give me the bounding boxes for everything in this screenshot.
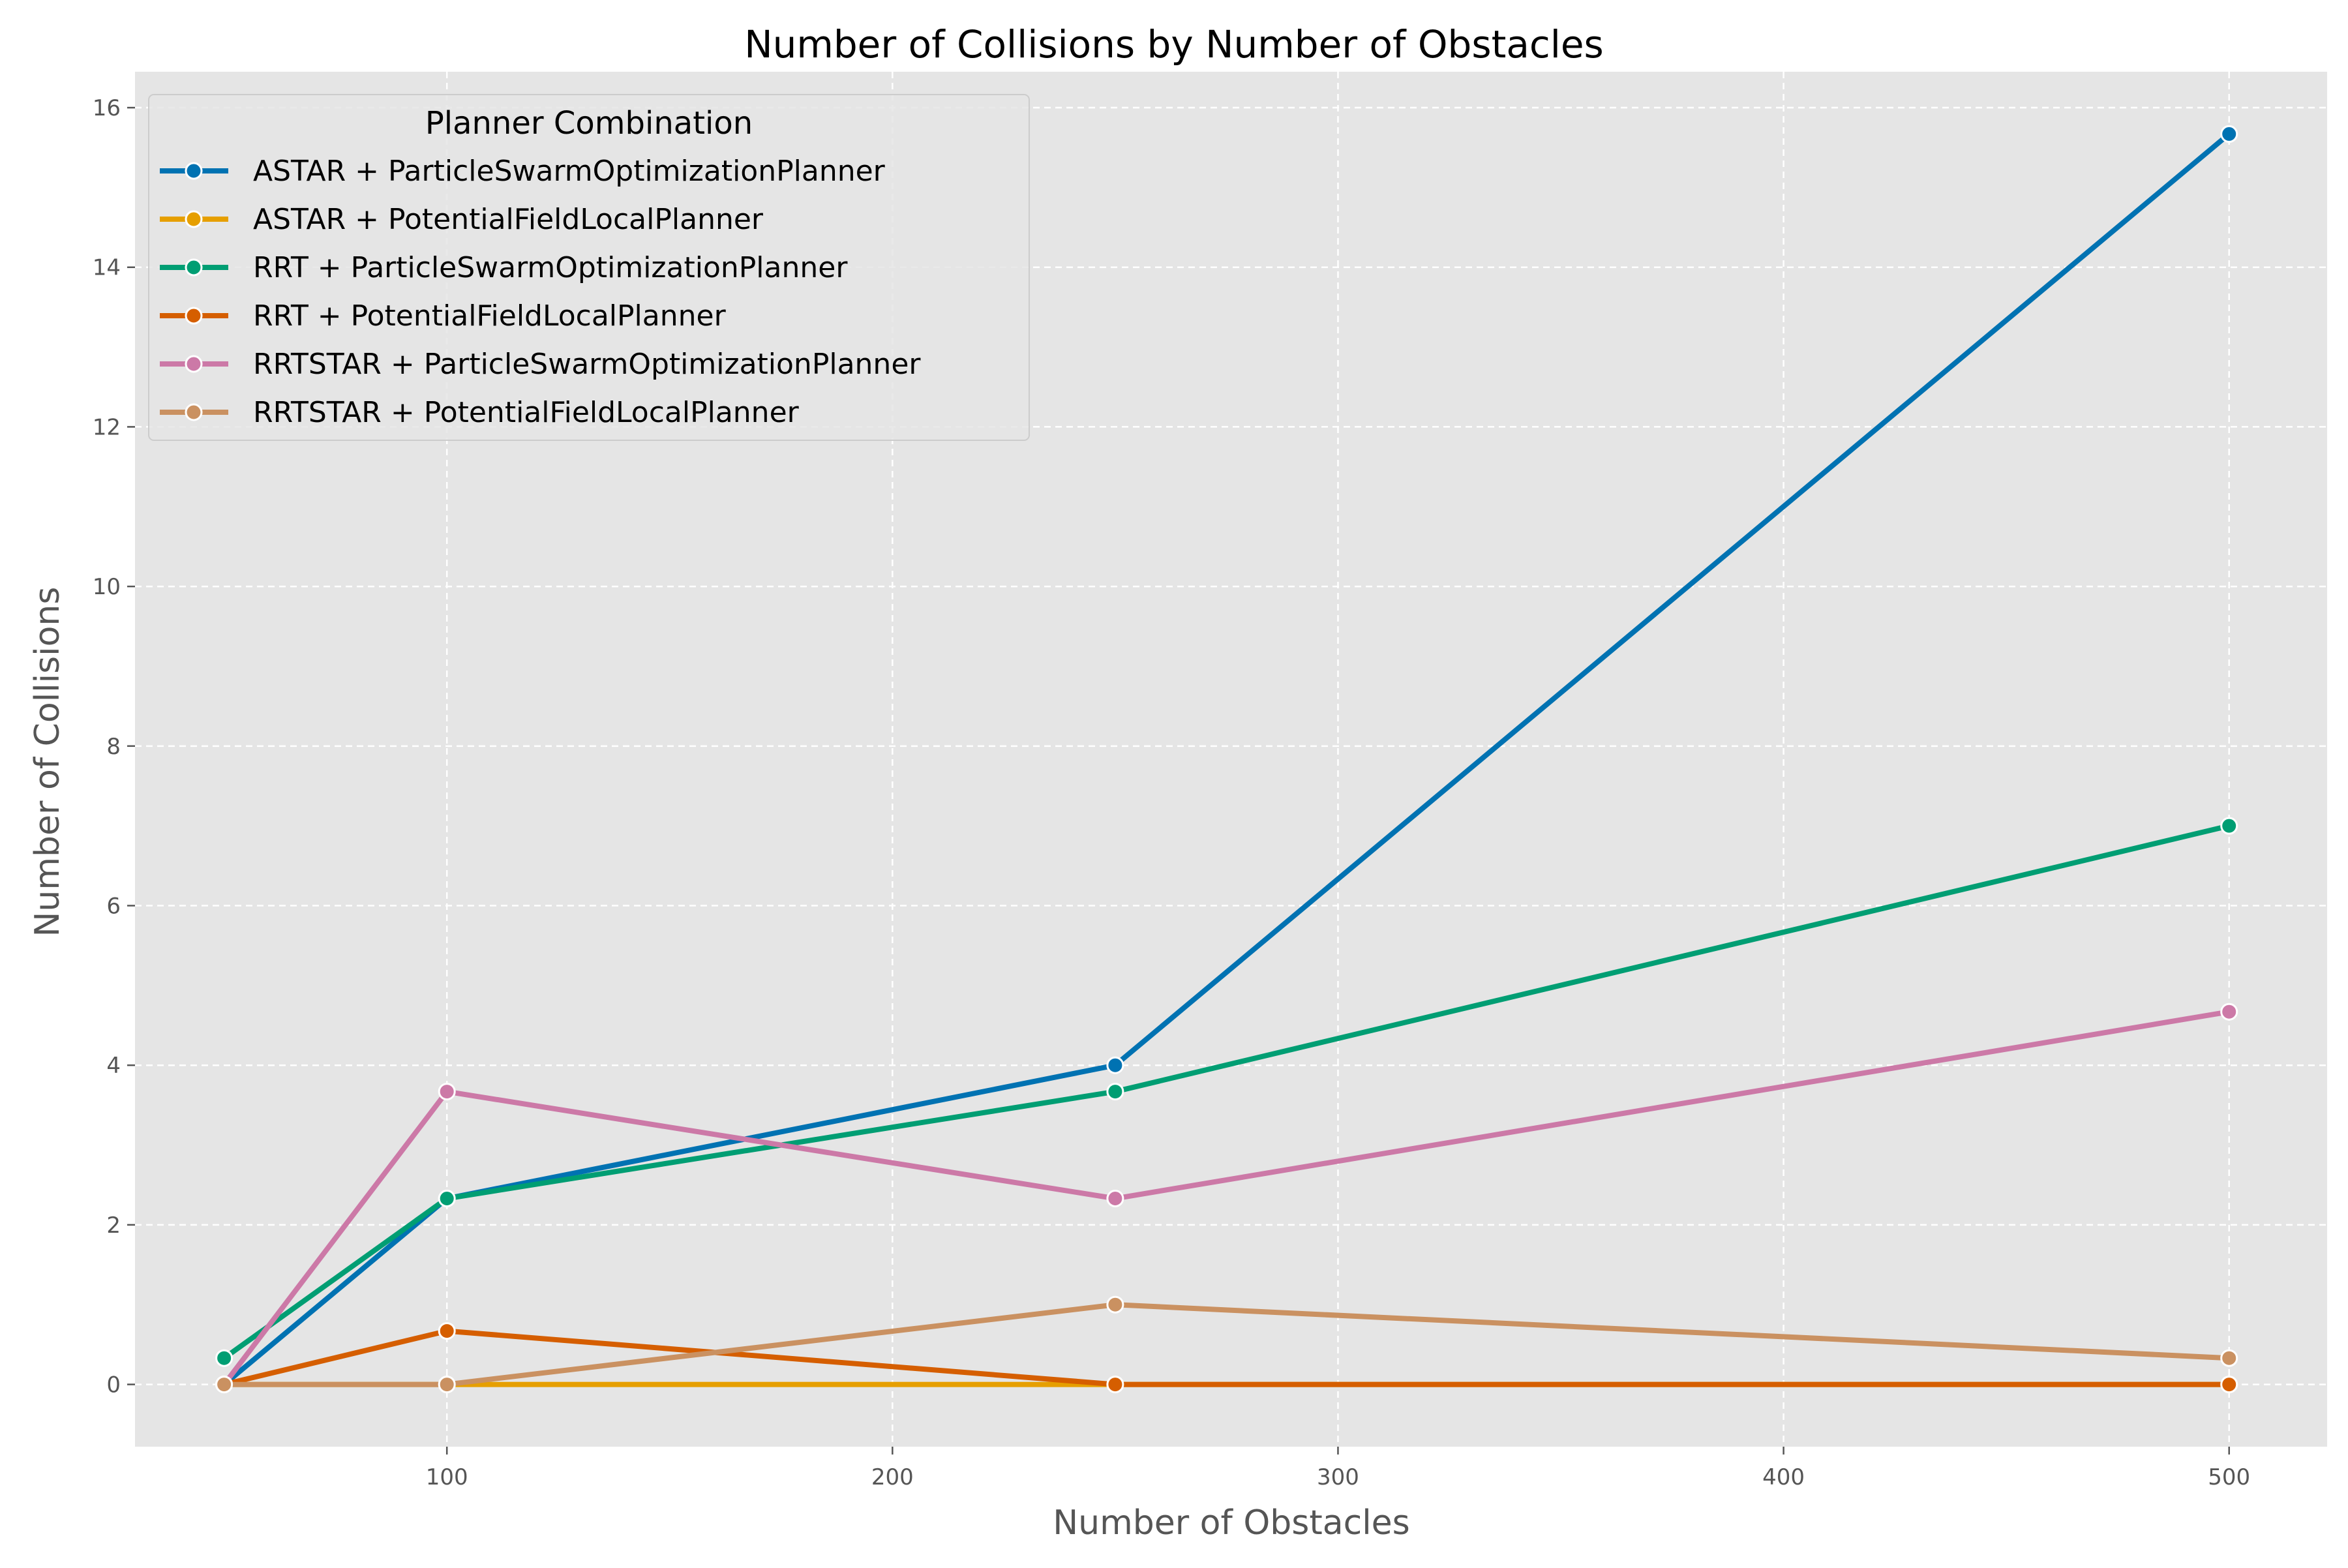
y-tick-label: 0 [106,1372,121,1398]
y-tick-label: 12 [93,414,121,440]
series-line [221,1009,2232,1387]
data-point [438,1190,456,1208]
axis-ticks: 100 200 300 400 500 0 2 4 6 8 10 12 14 16 [93,95,2250,1490]
x-axis-label: Number of Obstacles [1053,1503,1409,1543]
legend-label: ASTAR + PotentialFieldLocalPlanner [253,203,764,236]
legend-item: ASTAR + ParticleSwarmOptimizationPlanner [160,155,886,188]
data-point [1106,1190,1124,1208]
y-tick-label: 6 [106,894,121,920]
x-tick-label: 400 [1762,1464,1805,1490]
data-point [438,1376,456,1394]
data-point [2220,125,2238,143]
legend-marker [185,210,203,228]
x-tick-label: 300 [1317,1464,1359,1490]
chart-title: Number of Collisions by Number of Obstac… [744,22,1604,67]
grid [135,72,2327,1447]
x-tick-label: 100 [426,1464,468,1490]
series-4 [215,1322,2238,1394]
y-tick-label: 16 [93,95,121,121]
legend-item: ASTAR + PotentialFieldLocalPlanner [160,203,764,236]
data-point [1106,1083,1124,1101]
data-point [215,1376,233,1394]
legend-marker [185,258,203,277]
legend-label: RRT + PotentialFieldLocalPlanner [253,299,727,333]
x-tick-label: 200 [871,1464,914,1490]
data-point [438,1322,456,1340]
series-line [221,1328,2232,1387]
legend-item: RRTSTAR + PotentialFieldLocalPlanner [160,396,800,429]
data-point [1106,1056,1124,1074]
legend: Planner Combination ASTAR + ParticleSwar… [148,94,1030,441]
x-tick-label: 500 [2208,1464,2250,1490]
legend-title: Planner Combination [425,105,753,142]
y-tick-label: 10 [93,574,121,600]
legend-items: ASTAR + ParticleSwarmOptimizationPlanner… [160,155,921,429]
data-point [2220,1349,2238,1367]
legend-item: RRT + ParticleSwarmOptimizationPlanner [160,251,848,284]
legend-marker [185,162,203,180]
series [215,125,2238,1394]
series-line [221,1302,2232,1387]
series-line [221,131,2232,1387]
data-point [2220,817,2238,835]
legend-marker [185,403,203,421]
legend-item: RRTSTAR + ParticleSwarmOptimizationPlann… [160,348,921,381]
y-tick-label: 2 [106,1213,121,1239]
legend-box [148,94,1030,441]
legend-marker [185,355,203,373]
data-point [1106,1295,1124,1314]
data-point [438,1083,456,1101]
legend-label: RRT + ParticleSwarmOptimizationPlanner [253,251,848,284]
y-tick-label: 14 [93,255,121,281]
legend-item: RRT + PotentialFieldLocalPlanner [160,299,727,333]
data-point [2220,1376,2238,1394]
y-axis-label: Number of Collisions [28,587,67,937]
legend-label: ASTAR + ParticleSwarmOptimizationPlanner [253,155,886,188]
legend-marker [185,307,203,325]
data-point [1106,1376,1124,1394]
series-6 [215,1295,2238,1394]
y-tick-label: 4 [106,1053,121,1079]
data-point [2220,1003,2238,1021]
y-tick-label: 8 [106,734,121,760]
legend-label: RRTSTAR + PotentialFieldLocalPlanner [253,396,800,429]
data-point [215,1349,233,1367]
legend-label: RRTSTAR + ParticleSwarmOptimizationPlann… [253,348,921,381]
